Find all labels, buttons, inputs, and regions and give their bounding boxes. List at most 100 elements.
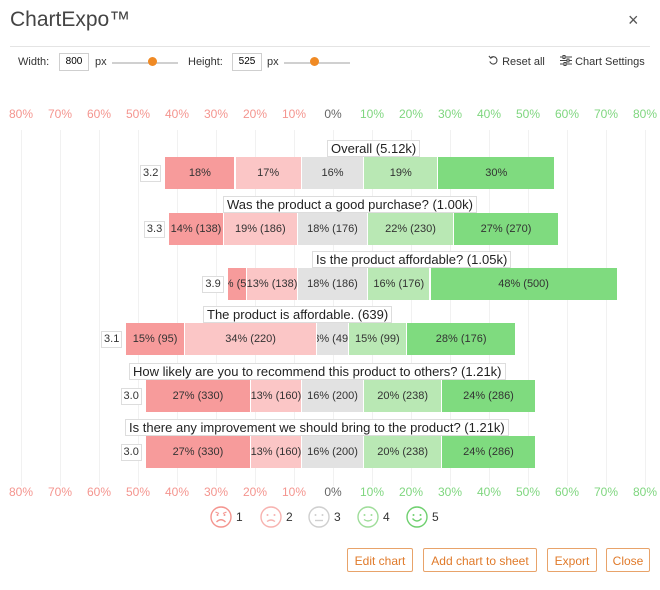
x-tick-label: 10% <box>359 485 385 499</box>
gridline <box>528 130 529 486</box>
x-tick-label: 40% <box>164 485 190 499</box>
bar-segment-3[interactable]: 16% (200) <box>301 436 365 468</box>
bar-segment-5[interactable]: 28% (176) <box>407 323 517 355</box>
legend-item-3[interactable]: 3 <box>308 506 341 528</box>
gridline <box>99 130 100 486</box>
edit-chart-button[interactable]: Edit chart <box>347 548 413 572</box>
bar-segment-1[interactable]: 27% (330) <box>145 380 252 412</box>
average-score: 3.3 <box>143 221 166 238</box>
x-tick-label: 50% <box>515 107 541 121</box>
bar-segment-1[interactable]: 15% (95) <box>126 323 185 355</box>
legend-item-1[interactable]: 1 <box>210 506 243 528</box>
data-label: 34% (220) <box>225 333 276 345</box>
data-label: 16% (176) <box>373 278 425 290</box>
bar-segment-4[interactable]: 19% <box>364 157 439 189</box>
width-slider-track[interactable] <box>112 62 178 64</box>
bar-segment-3[interactable]: 18% (176) <box>297 213 369 245</box>
x-tick-label: 40% <box>476 107 502 121</box>
x-tick-label: 70% <box>47 107 73 121</box>
x-tick-label: 30% <box>203 485 229 499</box>
bar-segment-5[interactable]: 30% <box>438 157 556 189</box>
data-label: 28% (176) <box>435 333 487 345</box>
toolbar: Width: px Height: px Reset all Chart Set… <box>0 52 660 74</box>
bar-segment-2[interactable]: 13% (160) <box>251 380 302 412</box>
happy-face-icon <box>357 506 379 528</box>
bar-segment-4[interactable]: 15% (99) <box>348 323 408 355</box>
export-button[interactable]: Export <box>547 548 597 572</box>
question-label: How likely are you to recommend this pro… <box>129 363 506 380</box>
data-label: 15% (99) <box>355 333 400 345</box>
bar-segment-1[interactable]: 27% (330) <box>145 436 252 468</box>
width-input[interactable] <box>59 53 89 71</box>
legend-item-2[interactable]: 2 <box>260 506 293 528</box>
bar-segment-2[interactable]: 17% <box>235 157 302 189</box>
gridline <box>21 130 22 486</box>
bar-segment-4[interactable]: 22% (230) <box>368 213 454 245</box>
chart-settings-label: Chart Settings <box>575 56 645 68</box>
legend-label-4: 4 <box>383 510 390 524</box>
bar-segment-1[interactable]: 18% <box>165 157 236 189</box>
x-tick-label: 10% <box>281 107 307 121</box>
x-tick-label: 50% <box>515 485 541 499</box>
bar-segment-1[interactable]: 5% (50) <box>227 268 248 300</box>
data-label: 13% (138) <box>247 278 298 290</box>
x-tick-label: 0% <box>324 485 342 499</box>
bar-segment-5[interactable]: 24% (286) <box>442 436 536 468</box>
data-label: 22% (230) <box>385 223 436 235</box>
question-label: Overall (5.12k) <box>327 140 421 157</box>
x-tick-label: 80% <box>632 485 658 499</box>
gridline <box>177 130 178 486</box>
bar-segment-4[interactable]: 20% (238) <box>364 380 443 412</box>
close-button[interactable]: Close <box>606 548 650 572</box>
bar-segment-5[interactable]: 24% (286) <box>442 380 536 412</box>
bar-segment-4[interactable]: 16% (176) <box>368 268 431 300</box>
legend-item-4[interactable]: 4 <box>357 506 390 528</box>
height-unit: px <box>267 56 279 68</box>
bar-segment-1[interactable]: 14% (138) <box>169 213 224 245</box>
data-label: 18% <box>188 167 211 179</box>
data-label: 8% (49) <box>317 333 349 345</box>
reset-all-button[interactable]: Reset all <box>488 55 545 68</box>
data-label: 48% (500) <box>498 278 549 290</box>
bar-segment-3[interactable]: 16% <box>301 157 365 189</box>
bar-segment-2[interactable]: 13% (138) <box>247 268 298 300</box>
very-happy-face-icon <box>406 506 428 528</box>
bar-segment-5[interactable]: 48% (500) <box>430 268 618 300</box>
x-tick-label: 80% <box>632 107 658 121</box>
height-slider-thumb[interactable] <box>310 57 319 66</box>
bar-segment-2[interactable]: 34% (220) <box>184 323 318 355</box>
sliders-icon <box>560 55 572 66</box>
data-label: 18% (176) <box>307 223 358 235</box>
width-label: Width: <box>18 56 50 68</box>
x-tick-label: 40% <box>164 107 190 121</box>
legend-item-5[interactable]: 5 <box>406 506 439 528</box>
close-icon[interactable]: × <box>628 10 639 30</box>
legend-label-5: 5 <box>432 510 439 524</box>
data-label: 17% <box>257 167 280 179</box>
height-input[interactable] <box>232 53 262 71</box>
bar-segment-5[interactable]: 27% (270) <box>453 213 560 245</box>
data-label: 16% (200) <box>307 446 358 458</box>
question-label: Is the product affordable? (1.05k) <box>312 251 512 268</box>
data-label: 27% (330) <box>172 446 224 458</box>
bar-segment-4[interactable]: 20% (238) <box>364 436 443 468</box>
add-chart-to-sheet-button[interactable]: Add chart to sheet <box>423 548 537 572</box>
bar-segment-2[interactable]: 19% (186) <box>223 213 298 245</box>
app-title: ChartExpo™ <box>10 8 131 31</box>
bar-segment-3[interactable]: 18% (186) <box>297 268 369 300</box>
x-tick-label: 80% <box>8 107 34 121</box>
data-label: 13% (160) <box>251 446 302 458</box>
x-tick-label: 60% <box>86 107 112 121</box>
x-tick-label: 70% <box>593 107 619 121</box>
very-sad-face-icon <box>210 506 232 528</box>
bar-segment-3[interactable]: 16% (200) <box>301 380 365 412</box>
bar-segment-3[interactable]: 8% (49) <box>317 323 349 355</box>
gridline <box>450 130 451 486</box>
chart-settings-button[interactable]: Chart Settings <box>560 55 645 68</box>
bar-segment-2[interactable]: 13% (160) <box>251 436 302 468</box>
width-slider-thumb[interactable] <box>148 57 157 66</box>
data-label: 24% (286) <box>463 390 514 402</box>
sad-face-icon <box>260 506 282 528</box>
x-tick-label: 30% <box>203 107 229 121</box>
data-label: 16% (200) <box>307 390 358 402</box>
